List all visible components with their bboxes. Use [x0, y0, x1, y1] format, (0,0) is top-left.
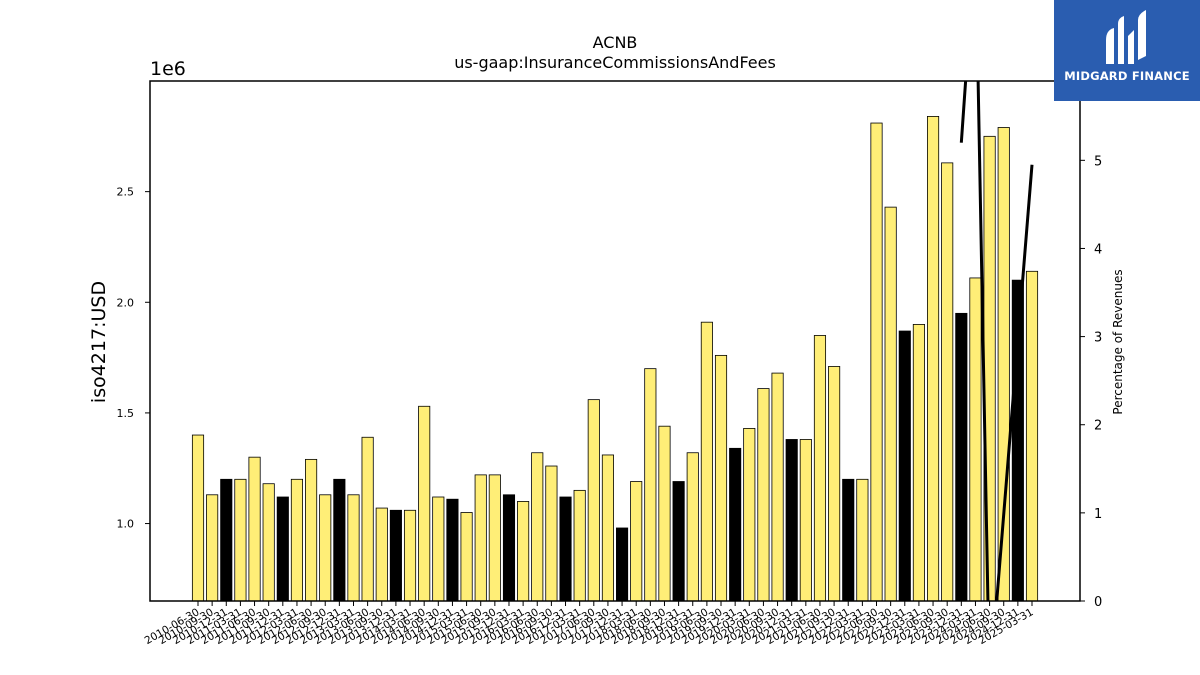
bar	[531, 452, 544, 602]
y2-tick-label: 3	[1094, 331, 1102, 346]
y2-tick-label: 0	[1094, 595, 1102, 610]
y2-tick-label: 4	[1094, 242, 1102, 257]
bar	[389, 509, 402, 602]
bar	[361, 436, 374, 602]
y-tick-label: 2.0	[117, 296, 135, 309]
y2-tick-label: 2	[1094, 419, 1102, 434]
line-series-group	[959, 81, 1034, 601]
bar	[813, 335, 827, 602]
bar	[432, 496, 445, 602]
bar	[375, 507, 388, 602]
y-ticks-group: 1.0 1.5 2.0 2.5	[117, 186, 150, 531]
bar	[658, 425, 671, 602]
bar	[729, 447, 742, 602]
bars-group	[191, 116, 1039, 602]
y-multiplier-label: 1e6	[150, 58, 186, 80]
bar	[714, 354, 728, 602]
bar	[743, 427, 756, 602]
bar	[488, 474, 501, 602]
bar	[460, 512, 473, 602]
bar	[1025, 270, 1039, 602]
bar	[446, 498, 459, 602]
bar	[912, 323, 925, 602]
bar	[898, 330, 911, 602]
bar	[757, 388, 770, 602]
bar	[969, 277, 982, 602]
bar	[418, 405, 431, 602]
bar	[630, 481, 643, 602]
bar	[771, 372, 784, 602]
bar	[799, 439, 812, 602]
bar	[234, 478, 247, 602]
bar	[686, 452, 699, 602]
bar	[206, 494, 219, 602]
bar	[517, 501, 530, 602]
bar	[191, 434, 205, 602]
y2-tick-label: 5	[1094, 154, 1102, 169]
bar	[587, 399, 600, 602]
y2-ticks-group: 0 1 2 3 4 5	[1080, 154, 1102, 610]
bar	[870, 122, 883, 602]
chart-subtitle: us-gaap:InsuranceCommissionsAndFees	[454, 53, 776, 72]
bar	[474, 474, 487, 602]
bar	[559, 496, 572, 602]
bar	[601, 454, 614, 602]
bar	[644, 368, 657, 602]
chart-title: ACNB	[593, 33, 638, 52]
bar	[333, 478, 346, 602]
bar	[941, 162, 954, 602]
bar	[290, 478, 304, 602]
bar	[305, 458, 318, 602]
bar	[884, 206, 897, 602]
logo-mark-icon	[1106, 10, 1146, 64]
bar	[785, 439, 798, 602]
bar	[842, 478, 855, 602]
bar	[220, 478, 233, 602]
bar	[616, 527, 629, 602]
bar	[573, 489, 586, 602]
y-tick-label: 1.0	[117, 518, 135, 531]
series-line	[959, 81, 1034, 601]
x-ticks-group: 2010-06-302010-09-302010-12-312011-03-31…	[143, 601, 1036, 647]
plot-frame	[149, 80, 1081, 602]
bar	[856, 478, 869, 602]
bar	[672, 481, 685, 602]
bar	[403, 509, 417, 602]
bar	[502, 494, 516, 602]
logo-text: MIDGARD FINANCE	[1064, 69, 1190, 83]
y-axis-label: iso4217:USD	[88, 281, 110, 403]
bar	[700, 321, 713, 602]
bar	[319, 494, 332, 602]
bar	[545, 465, 558, 602]
bar	[927, 116, 940, 602]
bar	[262, 483, 275, 602]
y2-axis-label: Percentage of Revenues	[1111, 269, 1125, 414]
y2-tick-label: 1	[1094, 507, 1102, 522]
bar	[276, 496, 289, 602]
y-tick-label: 1.5	[117, 407, 135, 420]
bar	[347, 494, 360, 602]
y-tick-label: 2.5	[117, 186, 135, 199]
bar	[828, 366, 841, 602]
bar	[248, 456, 261, 602]
bar	[955, 312, 968, 602]
company-logo: MIDGARD FINANCE	[1054, 0, 1200, 101]
